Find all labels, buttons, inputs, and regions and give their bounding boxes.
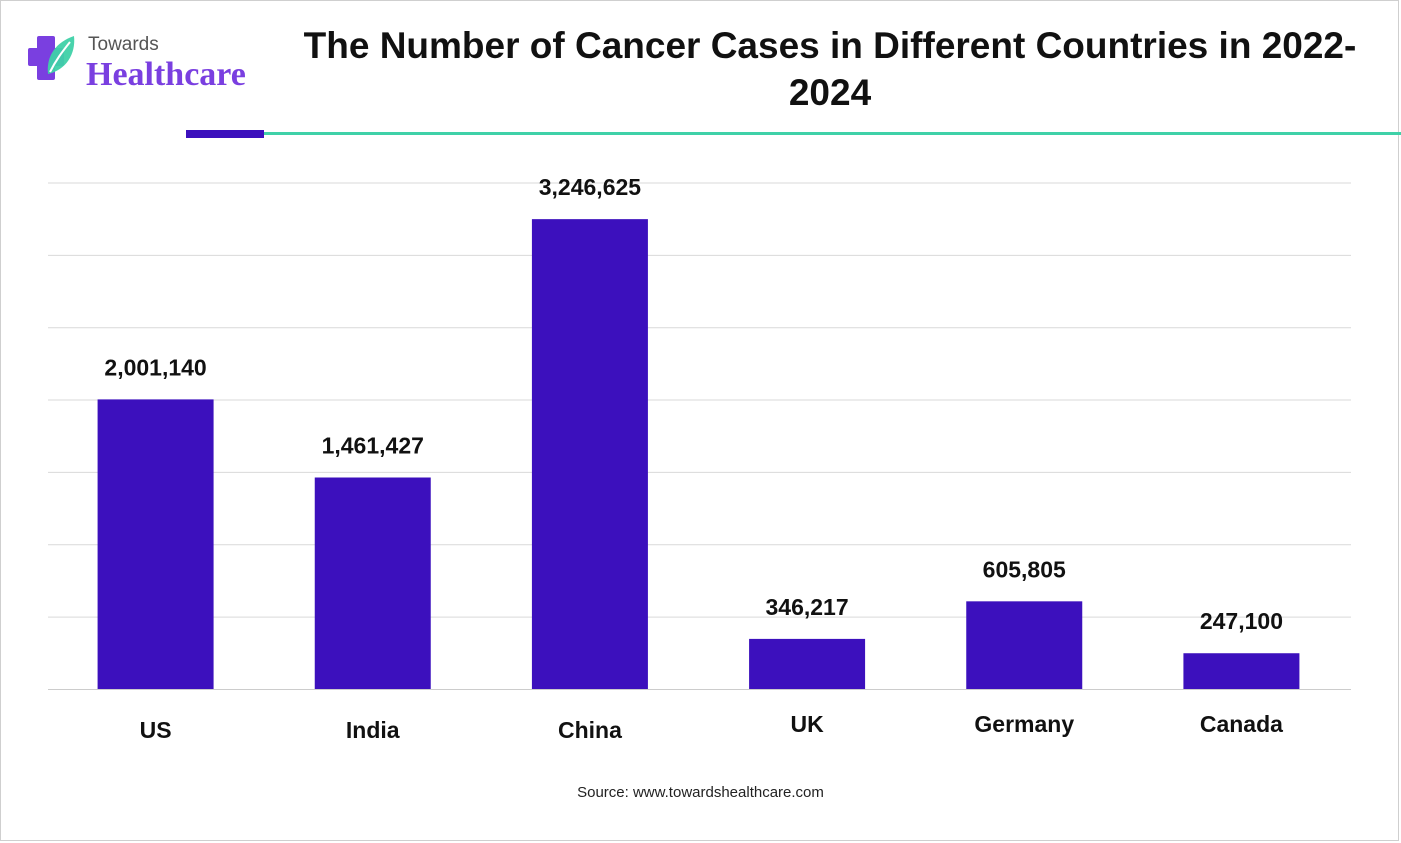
logo-text-towards: Towards <box>88 34 159 55</box>
title-accent-rule <box>186 130 264 138</box>
x-tick-label-uk: UK <box>790 711 824 737</box>
x-tick-label-china: China <box>558 717 622 743</box>
logo-text-healthcare: Healthcare <box>86 56 246 93</box>
x-tick-label-us: US <box>140 717 172 743</box>
bar-canada <box>1183 653 1300 689</box>
data-label-uk: 346,217 <box>766 594 849 620</box>
x-tick-label-india: India <box>346 717 400 743</box>
logo <box>26 30 266 100</box>
title-divider-line <box>264 132 1401 135</box>
chart-title: The Number of Cancer Cases in Different … <box>303 25 1357 113</box>
x-tick-label-canada: Canada <box>1200 711 1283 737</box>
bar-germany <box>966 601 1083 689</box>
bar-us <box>97 399 214 689</box>
data-label-canada: 247,100 <box>1200 608 1283 634</box>
data-label-china: 3,246,625 <box>539 174 642 200</box>
data-label-germany: 605,805 <box>983 556 1066 582</box>
bar-india <box>314 477 431 689</box>
data-label-india: 1,461,427 <box>322 432 424 458</box>
data-label-us: 2,001,140 <box>104 354 206 380</box>
x-tick-label-germany: Germany <box>974 711 1074 737</box>
bar-china <box>531 219 648 689</box>
source-note: Source: www.towardshealthcare.com <box>577 784 824 801</box>
bar-uk <box>749 638 866 689</box>
logo-cross-icon <box>28 36 75 80</box>
